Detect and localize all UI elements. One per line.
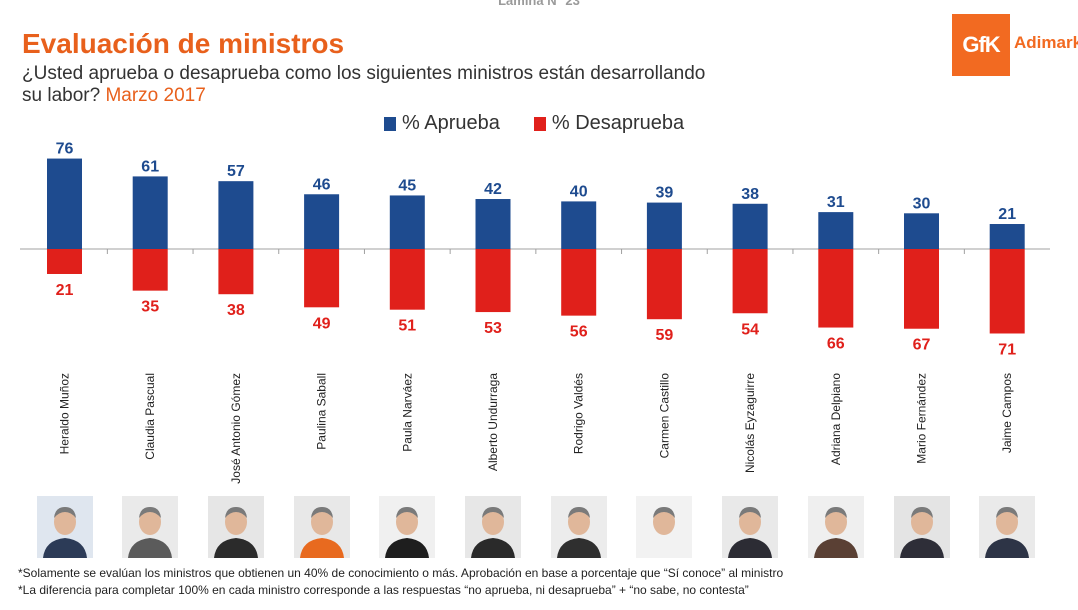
minister-photo [465, 496, 521, 558]
bar-disapprove [904, 249, 939, 329]
category-label: Alberto Undurraga [486, 373, 500, 471]
minister-photo [122, 496, 179, 558]
data-label-approve: 76 [56, 141, 74, 158]
data-label-disapprove: 67 [913, 337, 931, 354]
category-label: Paulina Saball [315, 373, 329, 450]
bar-disapprove [132, 249, 168, 291]
category-label: Paula Narváez [400, 373, 414, 452]
category-label: Mario Fernández [915, 373, 929, 464]
footnote-2: *La diferencia para completar 100% en ca… [18, 583, 749, 597]
bar-disapprove [389, 249, 425, 310]
data-label-disapprove: 38 [227, 302, 245, 319]
gfk-adimark-logo: GfK Adimark [952, 14, 1078, 76]
bar-disapprove [218, 249, 254, 295]
bar-approve [132, 176, 168, 249]
data-label-disapprove: 35 [141, 299, 159, 316]
category-label: Jaime Campos [1000, 373, 1014, 453]
data-label-disapprove: 71 [998, 341, 1016, 358]
category-label: Carmen Castillo [657, 373, 671, 459]
legend-label-disapprove: % Desaprueba [551, 112, 685, 134]
subtitle-question: ¿Usted aprueba o desaprueba como los sig… [22, 63, 706, 106]
minister-photo [550, 496, 607, 558]
data-label-approve: 21 [998, 206, 1016, 223]
legend-swatch-approve [384, 116, 396, 131]
minister-photo [893, 496, 950, 558]
bar-approve [218, 181, 254, 249]
data-label-disapprove: 53 [484, 320, 502, 337]
bar-approve [732, 203, 768, 249]
data-label-disapprove: 59 [656, 327, 674, 344]
bar-disapprove [646, 249, 682, 320]
minister-photo [979, 496, 1036, 558]
bar-disapprove [989, 249, 1025, 334]
category-label: Rodrigo Valdés [572, 373, 586, 454]
bar-approve [989, 224, 1025, 249]
bar-approve [646, 202, 682, 249]
bar-disapprove [561, 249, 597, 316]
page-title: Evaluación de ministros [22, 28, 345, 59]
bar-approve [475, 199, 511, 249]
bar-approve [561, 201, 597, 249]
gfk-logo-mark: GfK [952, 14, 1010, 76]
data-label-approve: 40 [570, 183, 588, 200]
bar-approve [389, 195, 425, 249]
minister-photo [379, 496, 436, 558]
bar-approve [818, 212, 854, 249]
data-label-disapprove: 54 [741, 321, 759, 338]
minister-photo [636, 496, 693, 558]
data-label-disapprove: 49 [313, 315, 331, 332]
data-label-disapprove: 21 [56, 282, 74, 299]
data-label-approve: 39 [656, 185, 674, 202]
category-label: Nicolás Eyzaguirre [743, 373, 757, 473]
subtitle-date: Marzo 2017 [105, 85, 206, 106]
legend-label-approve: % Aprueba [402, 112, 500, 134]
minister-photo [722, 496, 779, 558]
data-label-approve: 30 [913, 195, 931, 212]
slide-number: Lámina N° 23 [498, 0, 580, 8]
category-label: Heraldo Muñoz [58, 373, 72, 454]
data-label-disapprove: 66 [827, 336, 845, 353]
data-label-approve: 31 [827, 194, 845, 211]
data-label-approve: 57 [227, 163, 245, 180]
bar-disapprove [818, 249, 854, 328]
bar-disapprove [47, 249, 82, 274]
bar-disapprove [475, 249, 511, 313]
data-label-approve: 42 [484, 181, 502, 198]
data-label-disapprove: 51 [398, 318, 416, 335]
legend-item-approve: % Aprueba [384, 112, 500, 135]
data-label-approve: 38 [741, 186, 759, 203]
data-label-approve: 61 [141, 158, 159, 175]
category-label: Adriana Delpiano [829, 373, 843, 465]
data-label-disapprove: 56 [570, 324, 588, 341]
subtitle: ¿Usted aprueba o desaprueba como los sig… [22, 63, 722, 107]
minister-photo [293, 496, 350, 558]
bar-approve [47, 158, 82, 249]
bar-approve [304, 194, 340, 249]
footnote-1: *Solamente se evalúan los ministros que … [18, 566, 784, 580]
category-label: Claudia Pascual [143, 373, 157, 460]
minister-photo [807, 496, 864, 558]
legend-swatch-disapprove [533, 116, 546, 131]
data-label-approve: 45 [398, 177, 416, 194]
adimark-logo-text: Adimark [1014, 33, 1078, 52]
legend-item-disapprove: % Desaprueba [533, 112, 685, 135]
minister-photo [36, 496, 93, 558]
chart-legend: % Aprueba % Desaprueba [384, 112, 718, 135]
minister-photo [207, 496, 264, 558]
data-label-approve: 46 [313, 176, 331, 193]
bar-disapprove [304, 249, 340, 308]
bar-disapprove [732, 249, 768, 314]
bar-approve [904, 213, 939, 249]
category-label: José Antonio Gómez [229, 373, 243, 484]
